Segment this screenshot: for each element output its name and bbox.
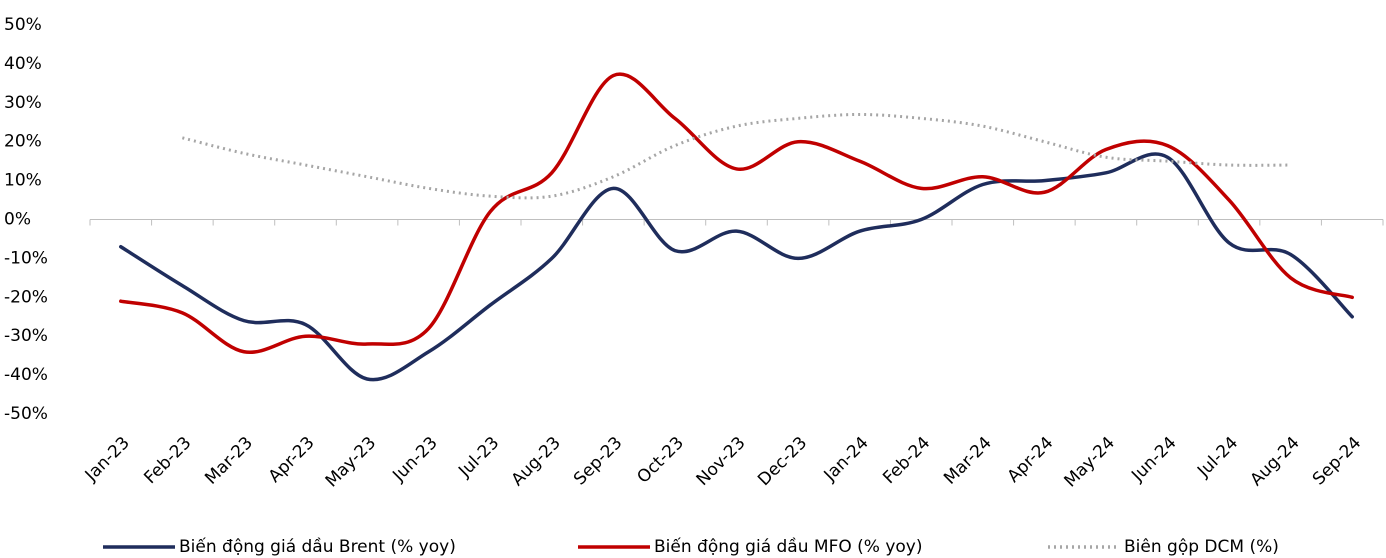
y-tick-label: -20%	[4, 287, 48, 307]
y-tick-label: -50%	[4, 404, 48, 424]
x-tick-label: Jun-24	[1127, 433, 1180, 486]
x-tick-label: Jul-23	[454, 433, 503, 482]
y-tick-label: -30%	[4, 326, 48, 346]
x-tick-label: Aug-23	[508, 433, 565, 490]
x-tick-label: Jan-23	[81, 433, 134, 486]
y-tick-label: -40%	[4, 365, 48, 385]
line-series	[119, 72, 1354, 355]
x-tick-label: May-23	[322, 433, 380, 491]
x-tick-label: Mar-23	[201, 433, 257, 489]
x-tick-label: Feb-24	[879, 433, 934, 488]
x-tick-label: Apr-23	[265, 433, 319, 487]
x-tick-label: Jul-24	[1193, 433, 1242, 482]
y-tick-label: 30%	[4, 93, 42, 113]
x-tick-label: Sep-24	[1309, 433, 1365, 489]
y-tick-label: 50%	[4, 15, 42, 35]
y-tick-label: -10%	[4, 248, 48, 268]
line-series	[181, 112, 1291, 200]
x-tick-label: Sep-23	[570, 433, 626, 489]
y-tick-label: 10%	[4, 171, 42, 191]
y-tick-label: 20%	[4, 132, 42, 152]
x-tick-label: Jun-23	[388, 433, 441, 486]
x-tick-label: Oct-23	[633, 433, 688, 488]
legend-label: Biến động giá dầu Brent (% yoy)	[179, 536, 456, 557]
x-tick-label: Dec-23	[754, 433, 811, 490]
legend-label: Biên gộp DCM (%)	[1124, 537, 1279, 557]
x-tick-label: May-24	[1061, 433, 1119, 491]
x-tick-label: Nov-23	[693, 433, 750, 490]
x-tick-label: Aug-24	[1246, 433, 1303, 490]
y-tick-label: 0%	[4, 210, 31, 230]
x-tick-label: Jan-24	[820, 433, 873, 486]
line-series	[119, 152, 1354, 382]
x-tick-label: Mar-24	[940, 433, 996, 489]
x-tick-label: Feb-23	[140, 433, 195, 488]
legend-label: Biến động giá dầu MFO (% yoy)	[654, 536, 922, 557]
x-tick-label: Apr-24	[1004, 433, 1058, 487]
y-tick-label: 40%	[4, 54, 42, 74]
